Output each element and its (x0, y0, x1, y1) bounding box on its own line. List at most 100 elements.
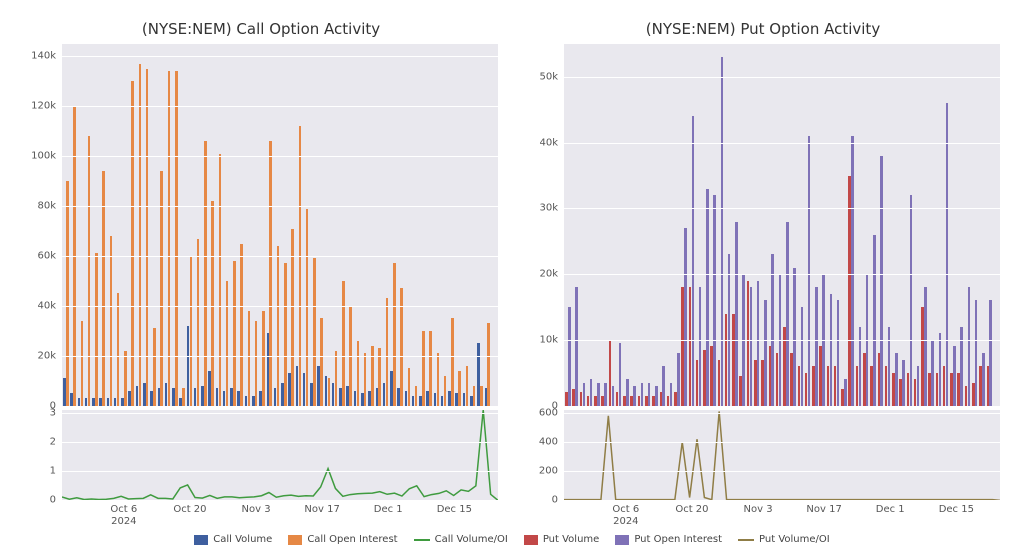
bar-put_vol (718, 360, 721, 406)
y-tick-label: 600 (539, 407, 558, 418)
bar-put_vol (572, 389, 575, 405)
bar-put_oi (655, 386, 658, 406)
bar-put_vol (936, 373, 939, 406)
bar-call_vol (143, 383, 146, 405)
bar-call_oi (386, 298, 389, 405)
bar-call_vol (201, 386, 204, 406)
bar-put_oi (662, 366, 665, 405)
ratio-line-path (564, 411, 1000, 500)
y-tick-label: 50k (539, 71, 558, 82)
bar-call_vol (455, 393, 458, 405)
bar-call_vol (230, 388, 233, 405)
bar-put_oi (583, 383, 586, 406)
legend-label: Call Volume/OI (435, 534, 508, 545)
bar-put_oi (895, 353, 898, 406)
call-main-plot: 020k40k60k80k100k120k140k (62, 44, 498, 406)
y-gridline (62, 306, 498, 307)
bar-put_vol (652, 396, 655, 406)
bar-put_vol (827, 366, 830, 405)
bar-put_oi (684, 228, 687, 406)
legend-label: Put Open Interest (634, 534, 722, 545)
y-tick-label: 140k (31, 51, 56, 62)
bar-put_vol (798, 366, 801, 405)
bar-put_vol (754, 360, 757, 406)
put-main-yaxis: 010k20k30k40k50k (522, 44, 562, 406)
bar-call_vol (448, 391, 451, 406)
bar-put_oi (764, 300, 767, 405)
bar-call_vol (390, 371, 393, 406)
bar-put_oi (590, 379, 593, 405)
y-gridline (564, 208, 1000, 209)
bar-call_vol (317, 366, 320, 406)
bar-put_oi (786, 222, 789, 406)
bar-put_oi (844, 379, 847, 405)
bar-put_vol (848, 176, 851, 406)
ratio-line-path (62, 410, 498, 500)
bar-call_vol (346, 386, 349, 406)
bar-put_oi (830, 294, 833, 406)
bar-put_vol (609, 340, 612, 406)
bar-put_oi (568, 307, 571, 406)
bar-put_oi (931, 340, 934, 406)
bar-put_vol (892, 373, 895, 406)
call-sub-plot: 0123 Oct 62024Oct 20Nov 3Nov 17Dec 1Dec … (62, 410, 498, 500)
bar-put_vol (841, 389, 844, 405)
bar-call_vol (187, 326, 190, 406)
bar-put_vol (725, 314, 728, 406)
bar-call_vol (463, 393, 466, 405)
y-tick-label: 0 (552, 495, 558, 506)
bar-put_vol (783, 327, 786, 406)
y-gridline (564, 406, 1000, 407)
bar-put_oi (721, 57, 724, 405)
bar-call_oi (95, 253, 98, 405)
x-tick-label: Dec 1 (876, 504, 905, 516)
y-gridline (564, 274, 1000, 275)
bar-call_vol (288, 373, 291, 405)
bar-call_oi (131, 81, 134, 405)
bar-call_oi (306, 209, 309, 406)
bar-put_vol (645, 396, 648, 406)
bar-put_oi (771, 254, 774, 405)
bar-call_oi (117, 293, 120, 405)
y-gridline (62, 413, 498, 414)
bar-call_vol (419, 396, 422, 406)
bar-call_vol (339, 388, 342, 405)
bar-call_oi (248, 311, 251, 406)
put-sub-yaxis: 0200400600 (522, 410, 562, 500)
bar-call_vol (85, 398, 88, 405)
bar-put_oi (612, 386, 615, 406)
bar-put_oi (735, 222, 738, 406)
legend-label: Put Volume (543, 534, 599, 545)
bar-put_vol (870, 366, 873, 405)
y-tick-label: 120k (31, 101, 56, 112)
bar-put_vol (776, 353, 779, 406)
bar-call_vol (354, 391, 357, 406)
bar-call_oi (451, 318, 454, 405)
bar-call_vol (485, 388, 488, 405)
bar-call_oi (182, 388, 185, 405)
bar-call_oi (458, 371, 461, 406)
bar-put_oi (750, 287, 753, 405)
x-tick-label: Nov 3 (242, 504, 271, 516)
bar-put_oi (713, 195, 716, 405)
bar-put_vol (914, 379, 917, 405)
bar-call_oi (110, 236, 113, 406)
bar-call_oi (139, 64, 142, 406)
bar-call_oi (81, 321, 84, 406)
bar-put_oi (939, 333, 942, 405)
bar-put_oi (728, 254, 731, 405)
legend-label: Put Volume/OI (759, 534, 830, 545)
legend-swatch (524, 535, 538, 545)
x-tick-label: Oct 20 (675, 504, 708, 516)
put-title: (NYSE:NEM) Put Option Activity (522, 20, 1004, 38)
legend: Call VolumeCall Open InterestCall Volume… (20, 534, 1004, 545)
bar-put_oi (859, 327, 862, 406)
bar-call_oi (357, 341, 360, 406)
y-gridline (62, 256, 498, 257)
bar-call_vol (158, 388, 161, 405)
bar-put_oi (953, 346, 956, 405)
bar-call_vol (267, 333, 270, 405)
bar-call_vol (296, 366, 299, 406)
x-tick-label: Oct 62024 (612, 504, 639, 528)
bar-call_vol (179, 398, 182, 405)
